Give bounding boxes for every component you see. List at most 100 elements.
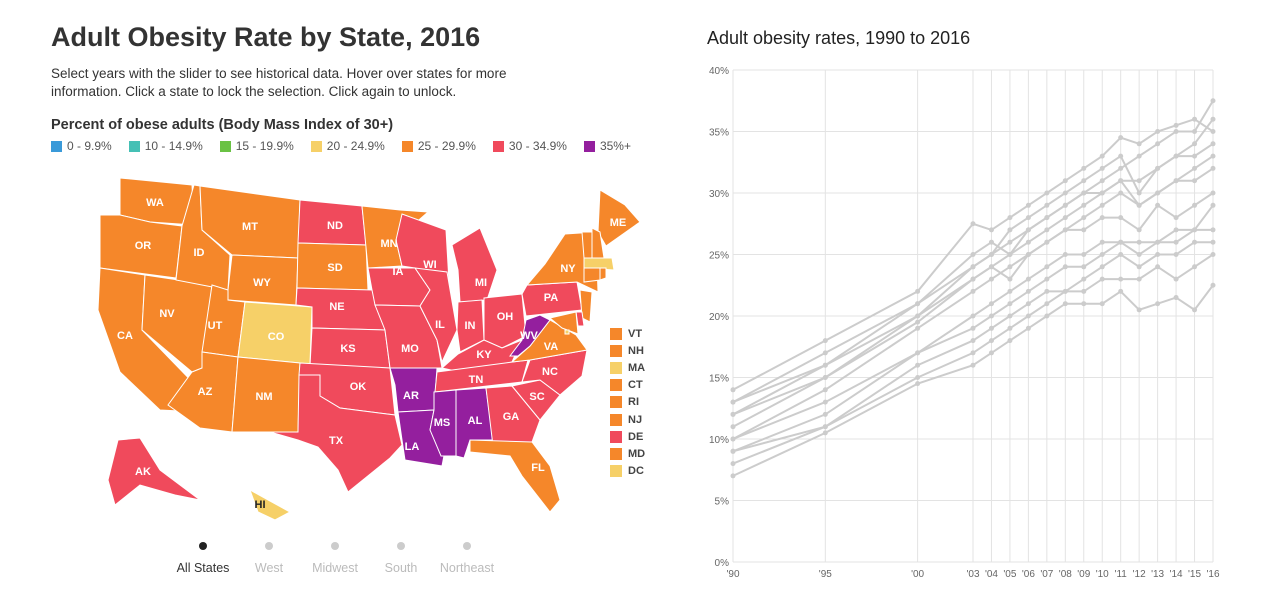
state-label-ak: AK	[135, 466, 151, 478]
region-tab-south[interactable]: South	[368, 542, 434, 575]
series-line[interactable]	[730, 252, 1216, 454]
data-point	[915, 362, 921, 368]
data-point	[1192, 116, 1198, 122]
state-fl[interactable]	[469, 439, 561, 513]
region-tab-northeast[interactable]: Northeast	[434, 542, 500, 575]
series-line[interactable]	[730, 202, 1216, 442]
state-oh[interactable]	[483, 293, 527, 349]
data-point	[1210, 190, 1216, 196]
x-tick-label: '08	[1059, 569, 1072, 580]
state-dc[interactable]	[564, 329, 570, 335]
legend-swatch	[583, 140, 595, 152]
state-ct[interactable]	[583, 267, 601, 283]
region-tab-all-states[interactable]: All States	[170, 542, 236, 575]
data-point	[1025, 325, 1031, 331]
state-pa[interactable]	[521, 281, 583, 317]
state-ga[interactable]	[485, 385, 541, 447]
small-state-ma[interactable]: MA	[610, 359, 645, 376]
data-point	[1081, 288, 1087, 294]
x-tick-label: '06	[1022, 569, 1035, 580]
state-swatch	[610, 413, 622, 426]
data-point	[1155, 301, 1161, 307]
series-line[interactable]	[730, 282, 1216, 479]
data-point	[988, 338, 994, 344]
small-state-de[interactable]: DE	[610, 428, 645, 445]
state-ma[interactable]	[583, 257, 615, 271]
data-point	[1173, 178, 1179, 184]
state-label-la: LA	[405, 441, 420, 453]
data-point	[1044, 202, 1050, 208]
state-wv[interactable]	[509, 314, 551, 357]
data-point	[1210, 98, 1216, 104]
state-label-in: IN	[465, 320, 476, 332]
data-point	[1044, 227, 1050, 233]
data-point	[988, 276, 994, 282]
legend-item: 20 - 24.9%	[310, 139, 385, 153]
data-point	[1044, 239, 1050, 245]
small-state-dc[interactable]: DC	[610, 463, 645, 480]
state-label-ga: GA	[503, 411, 520, 423]
state-mi[interactable]	[451, 227, 498, 303]
data-point	[1099, 153, 1105, 159]
data-point	[1210, 153, 1216, 159]
state-ri[interactable]	[599, 267, 607, 281]
state-vt[interactable]	[581, 231, 593, 259]
data-point	[1118, 178, 1124, 184]
data-point	[1173, 129, 1179, 134]
small-state-nh[interactable]: NH	[610, 342, 645, 359]
page-subtitle: Select years with the slider to see hist…	[51, 66, 507, 99]
data-point	[970, 362, 976, 368]
data-point	[1081, 276, 1087, 282]
data-point	[915, 301, 921, 307]
us-map: WA OR CA NV ID MT WY UT CO AZ NM ND SD NE KS OK TX MN IA MO…	[97, 177, 641, 521]
x-tick-label: '03	[966, 569, 979, 580]
data-point	[1173, 227, 1179, 233]
state-il[interactable]	[413, 267, 458, 364]
data-point	[970, 325, 976, 331]
state-nj[interactable]	[579, 289, 593, 323]
data-point	[1118, 190, 1124, 196]
data-point	[970, 338, 976, 344]
data-point	[1007, 338, 1013, 344]
small-state-vt[interactable]: VT	[610, 325, 645, 342]
state-tx[interactable]	[269, 374, 403, 493]
data-point	[988, 313, 994, 319]
region-label: All States	[176, 561, 230, 575]
data-point	[1136, 276, 1142, 282]
data-point	[970, 276, 976, 282]
region-label: Midwest	[312, 561, 358, 575]
data-point	[1044, 190, 1050, 196]
region-tab-midwest[interactable]: Midwest	[302, 542, 368, 575]
small-state-ct[interactable]: CT	[610, 377, 645, 394]
legend-item: 10 - 14.9%	[128, 139, 203, 153]
state-hi[interactable]	[249, 488, 292, 521]
legend-label: 10 - 14.9%	[144, 139, 203, 153]
state-swatch	[610, 327, 622, 340]
state-wa[interactable]	[119, 177, 195, 226]
series-line[interactable]	[730, 116, 1216, 393]
series-line[interactable]	[730, 116, 1216, 405]
legend-item: 0 - 9.9%	[51, 139, 112, 153]
data-point	[1081, 178, 1087, 184]
state-abbr: MA	[628, 361, 646, 374]
state-md[interactable]	[548, 311, 579, 335]
small-state-md[interactable]: MD	[610, 445, 645, 462]
y-tick-label: 25%	[709, 251, 729, 262]
state-ak[interactable]	[107, 437, 201, 506]
data-point	[988, 227, 994, 233]
small-state-ri[interactable]: RI	[610, 394, 645, 411]
state-me[interactable]	[597, 189, 641, 247]
region-tab-west[interactable]: West	[236, 542, 302, 575]
data-point	[1155, 202, 1161, 208]
state-swatch	[610, 430, 622, 443]
state-abbr: NH	[628, 344, 644, 357]
small-state-nj[interactable]: NJ	[610, 411, 645, 428]
x-tick-label: '15	[1188, 569, 1201, 580]
legend-item: 30 - 34.9%	[492, 139, 567, 153]
data-point	[1173, 276, 1179, 282]
series-line[interactable]	[730, 190, 1216, 417]
data-point	[970, 313, 976, 319]
data-point	[1007, 301, 1013, 307]
data-point	[1081, 190, 1087, 196]
state-wy[interactable]	[227, 254, 299, 306]
